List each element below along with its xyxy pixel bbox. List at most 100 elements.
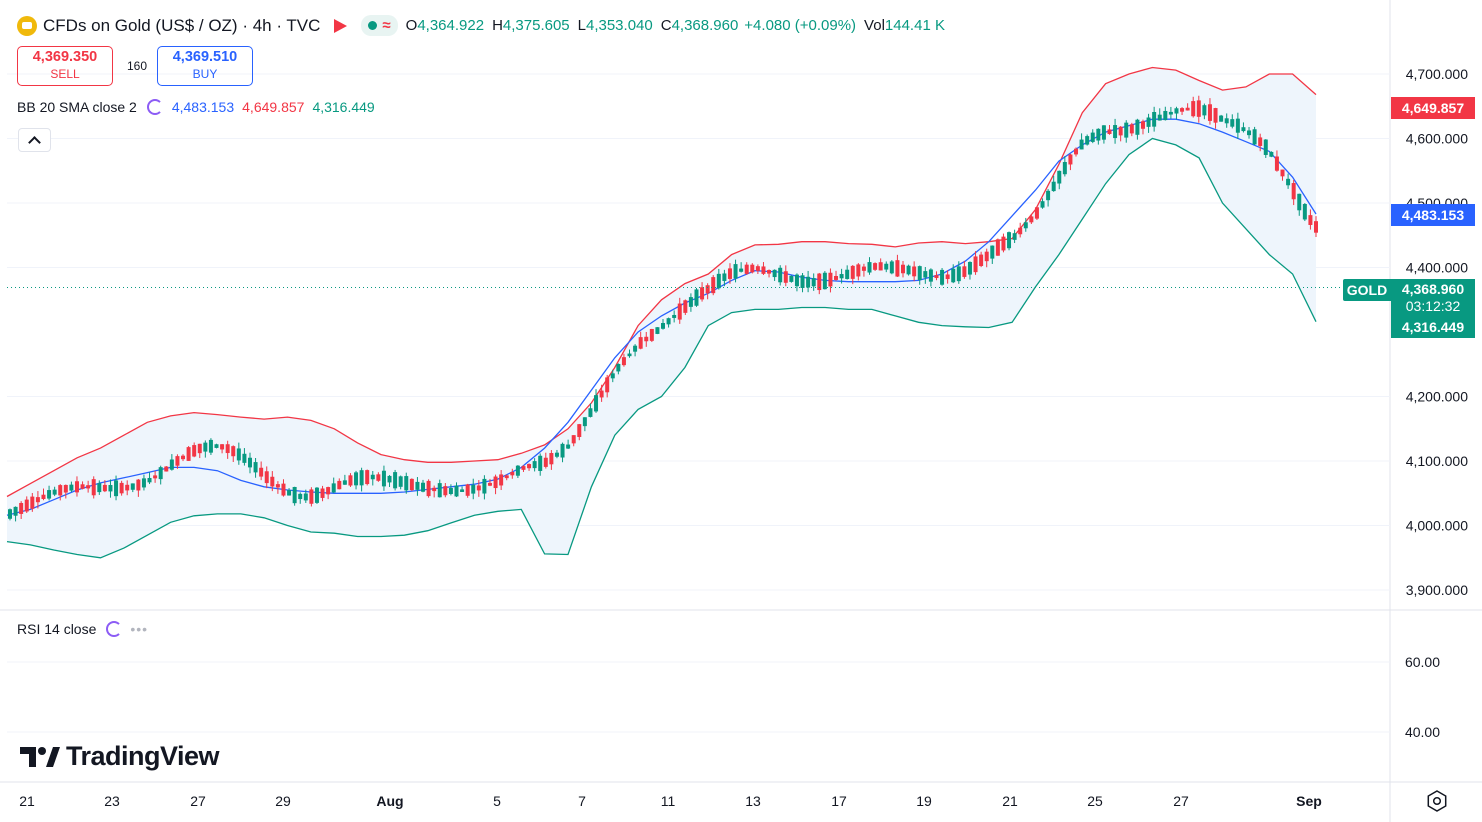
time-tick-label: 21 bbox=[1002, 793, 1018, 809]
candle-body bbox=[1007, 232, 1012, 249]
candle-body bbox=[912, 266, 917, 277]
wave-icon: ≈ bbox=[382, 17, 391, 34]
candle-body bbox=[41, 494, 46, 499]
candle-body bbox=[30, 496, 35, 509]
candle-body bbox=[1152, 111, 1157, 127]
candle-body bbox=[811, 278, 816, 287]
more-dots-icon[interactable]: ••• bbox=[130, 621, 149, 637]
candle-body bbox=[309, 489, 314, 504]
chevron-up-icon bbox=[28, 135, 41, 149]
bb-lower-price-tag: 4,316.449 bbox=[1391, 316, 1475, 338]
candle-body bbox=[437, 483, 442, 498]
candle-body bbox=[214, 444, 219, 448]
price-tick-label: 4,700.000 bbox=[1406, 66, 1468, 82]
candle-body bbox=[940, 269, 945, 285]
candle-body bbox=[956, 266, 961, 282]
candle-body bbox=[1180, 108, 1185, 112]
bb-fill bbox=[7, 67, 1316, 558]
candle-body bbox=[348, 475, 353, 486]
candle-body bbox=[532, 461, 537, 469]
candle-body bbox=[1274, 156, 1279, 171]
candle-body bbox=[181, 455, 186, 460]
candle-body bbox=[1040, 201, 1045, 208]
bb-legend[interactable]: BB 20 SMA close 2 4,483.153 4,649.857 4,… bbox=[17, 99, 375, 115]
time-tick-label: 29 bbox=[275, 793, 291, 809]
tradingview-logo[interactable]: TradingView bbox=[20, 741, 220, 772]
candle-body bbox=[197, 443, 202, 454]
candle-body bbox=[1263, 139, 1268, 155]
candle-body bbox=[661, 323, 665, 329]
gold-symbol-icon bbox=[17, 15, 37, 36]
buy-button[interactable]: 4,369.510 BUY bbox=[157, 46, 253, 86]
candle-body bbox=[482, 478, 487, 494]
candle-body bbox=[63, 484, 68, 493]
candle-body bbox=[186, 447, 191, 461]
time-axis[interactable]: 21 23 27 29 Aug 5 7 11 13 17 19 21 25 27 Sep bbox=[19, 793, 1322, 809]
candle-body bbox=[1068, 154, 1073, 165]
candle-body bbox=[164, 466, 169, 472]
refresh-icon[interactable] bbox=[146, 99, 163, 115]
candle-body bbox=[493, 476, 498, 489]
time-tick-label: Sep bbox=[1296, 793, 1322, 809]
time-tick-label: 25 bbox=[1087, 793, 1103, 809]
candle-body bbox=[108, 485, 113, 492]
price-tick-label: 4,000.000 bbox=[1406, 518, 1468, 534]
data-status-pill[interactable]: ≈ bbox=[361, 15, 398, 36]
candle-body bbox=[767, 270, 772, 274]
candle-body bbox=[1113, 125, 1118, 139]
candle-body bbox=[97, 483, 102, 493]
candle-body bbox=[577, 424, 582, 438]
candle-body bbox=[203, 442, 208, 452]
candle-body bbox=[549, 453, 554, 465]
candle-body bbox=[666, 318, 671, 325]
candle-body bbox=[52, 489, 57, 495]
time-tick-label: 27 bbox=[190, 793, 206, 809]
candle-body bbox=[1046, 190, 1051, 201]
sell-button[interactable]: 4,369.350 SELL bbox=[17, 46, 113, 86]
candlestick-series bbox=[7, 95, 1343, 522]
sell-label: SELL bbox=[50, 67, 80, 81]
candle-body bbox=[370, 474, 375, 480]
candle-body bbox=[1174, 108, 1179, 114]
flag-icon[interactable] bbox=[334, 18, 348, 33]
candle-body bbox=[1085, 136, 1090, 145]
candle-body bbox=[594, 395, 599, 412]
candle-body bbox=[923, 271, 928, 278]
candle-body bbox=[694, 289, 699, 306]
time-tick-label: 19 bbox=[916, 793, 932, 809]
candle-body bbox=[1196, 100, 1201, 117]
candle-body bbox=[700, 287, 705, 300]
ohlc-volume: Vol144.41 K bbox=[864, 17, 945, 34]
candle-body bbox=[867, 262, 872, 273]
time-tick-label: 7 bbox=[578, 793, 586, 809]
candle-body bbox=[253, 462, 258, 473]
candle-body bbox=[337, 480, 342, 490]
candle-body bbox=[298, 493, 303, 500]
candle-body bbox=[259, 467, 264, 477]
bb-lower-value: 4,316.449 bbox=[312, 99, 375, 115]
candle-body bbox=[465, 484, 470, 496]
refresh-icon[interactable] bbox=[106, 621, 123, 637]
candle-body bbox=[1140, 121, 1145, 129]
candle-body bbox=[1252, 129, 1257, 145]
candle-body bbox=[242, 453, 247, 463]
candle-body bbox=[1286, 178, 1291, 186]
rsi-legend[interactable]: RSI 14 close ••• bbox=[17, 621, 148, 637]
candle-body bbox=[359, 470, 364, 486]
candle-body bbox=[688, 297, 693, 307]
symbol-title: CFDs on Gold (US$ / OZ) · 4h · TVC bbox=[43, 15, 321, 35]
candle-body bbox=[1247, 130, 1252, 136]
candle-body bbox=[1090, 132, 1095, 142]
symbol-legend[interactable]: CFDs on Gold (US$ / OZ) · 4h · TVC ≈ O4,… bbox=[17, 15, 945, 36]
collapse-legend-button[interactable] bbox=[18, 128, 51, 152]
candle-body bbox=[320, 488, 325, 498]
candle-body bbox=[1034, 207, 1039, 219]
candle-body bbox=[900, 264, 905, 274]
candle-body bbox=[672, 314, 677, 318]
candle-body bbox=[158, 467, 163, 480]
candle-body bbox=[543, 457, 548, 467]
candle-body bbox=[153, 475, 158, 479]
settings-icon[interactable] bbox=[1426, 790, 1448, 812]
candle-body bbox=[1297, 193, 1302, 211]
